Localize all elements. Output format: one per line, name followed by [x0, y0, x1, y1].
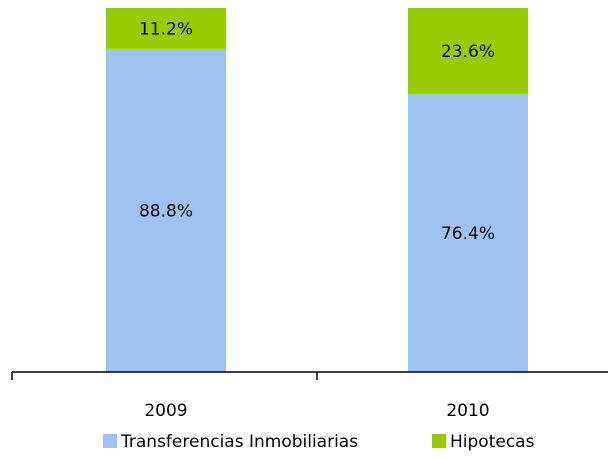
value-label: 76.4% — [441, 224, 495, 244]
bar-segment — [106, 48, 226, 372]
x-tick-label: 2010 — [446, 401, 489, 421]
value-label: 11.2% — [139, 19, 193, 39]
value-label: 88.8% — [139, 201, 193, 221]
legend-swatch — [103, 434, 117, 448]
legend-swatch — [432, 434, 446, 448]
legend-label: Hipotecas — [450, 432, 535, 452]
bar-segment — [106, 8, 226, 49]
x-tick-label: 2009 — [144, 401, 187, 421]
bar-segment — [408, 8, 528, 94]
bar-segment — [408, 93, 528, 373]
legend-label: Transferencias Inmobiliarias — [120, 432, 358, 452]
value-label: 23.6% — [441, 42, 495, 62]
